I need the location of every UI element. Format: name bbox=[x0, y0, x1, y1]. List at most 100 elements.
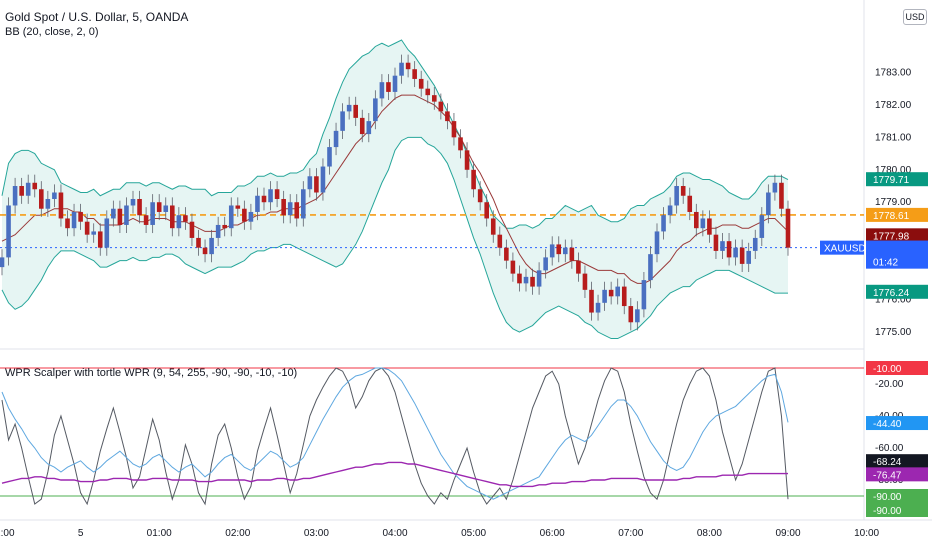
time-tick-label: 01:00 bbox=[147, 528, 172, 539]
candle-body bbox=[458, 137, 463, 151]
candle-body bbox=[772, 182, 778, 193]
time-tick-label: 03:00 bbox=[304, 528, 329, 539]
candle-body bbox=[97, 231, 103, 248]
candle-body bbox=[104, 218, 110, 248]
candle-body bbox=[183, 215, 188, 222]
candle-body bbox=[694, 211, 699, 229]
candle-body bbox=[163, 205, 169, 212]
candle-body bbox=[510, 260, 516, 274]
candle-body bbox=[412, 69, 417, 79]
candle-body bbox=[6, 205, 11, 258]
candle-body bbox=[294, 202, 300, 219]
candle-body bbox=[432, 95, 437, 102]
wpr-series-line bbox=[1, 367, 789, 500]
candle-body bbox=[353, 104, 358, 118]
candle-body bbox=[45, 198, 51, 209]
candle-body bbox=[176, 215, 182, 229]
candle-body bbox=[746, 250, 751, 264]
candle-body bbox=[242, 208, 247, 222]
candle-body bbox=[52, 192, 57, 199]
time-tick-label: 04:00 bbox=[382, 528, 407, 539]
candle-body bbox=[438, 101, 444, 112]
wpr-tag-label: -68.24 bbox=[873, 457, 902, 468]
candle-body bbox=[517, 273, 522, 284]
candle-body bbox=[307, 176, 313, 190]
candle-body bbox=[425, 88, 431, 96]
candle-body bbox=[189, 221, 195, 238]
candle-body bbox=[281, 198, 286, 216]
time-tick-label: 05:00 bbox=[461, 528, 486, 539]
candle-body bbox=[445, 111, 450, 122]
candle-body bbox=[477, 189, 483, 203]
price-tag-label: 1779.71 bbox=[873, 175, 910, 186]
candle-body bbox=[674, 186, 679, 206]
wpr-tick-label: -60.00 bbox=[875, 443, 904, 454]
candle-body bbox=[654, 231, 660, 255]
candle-body bbox=[635, 309, 640, 323]
candle-body bbox=[490, 218, 496, 235]
candle-body bbox=[569, 247, 575, 261]
wpr-tick-label: -20.00 bbox=[875, 379, 904, 390]
candle-body bbox=[556, 244, 562, 255]
candle-body bbox=[785, 208, 791, 248]
wpr-tag-label: -76.47 bbox=[873, 470, 902, 481]
candle-body bbox=[582, 273, 588, 290]
candle-body bbox=[39, 189, 44, 209]
candle-body bbox=[340, 111, 345, 131]
candle-body bbox=[628, 306, 634, 323]
candle-body bbox=[379, 82, 385, 99]
candle-body bbox=[235, 205, 241, 209]
symbol-tag-label: XAUUSD bbox=[824, 244, 866, 255]
candle-body bbox=[739, 247, 745, 264]
candle-body bbox=[209, 237, 214, 255]
candle-body bbox=[274, 189, 280, 199]
price-tick-label: 1782.00 bbox=[875, 100, 912, 111]
bb-indicator-label: BB (20, close, 2, 0) bbox=[5, 26, 99, 38]
time-tick-label: 22:00 bbox=[0, 528, 15, 539]
price-tag bbox=[866, 172, 928, 187]
candle-body bbox=[91, 231, 96, 235]
candle-body bbox=[287, 202, 293, 216]
bb-fill bbox=[2, 40, 788, 339]
candle-body bbox=[0, 257, 5, 268]
price-tick-label: 1781.00 bbox=[875, 132, 912, 143]
currency-button[interactable]: USD bbox=[903, 9, 927, 25]
candle-body bbox=[78, 211, 83, 222]
countdown-label: 01:42 bbox=[873, 258, 898, 269]
time-tick-label: 5 bbox=[78, 528, 84, 539]
candle-body bbox=[346, 104, 352, 112]
candle-body bbox=[497, 234, 503, 248]
candle-body bbox=[170, 205, 175, 229]
wpr-tag-label: -10.00 bbox=[873, 364, 902, 375]
candle-body bbox=[196, 237, 201, 248]
candle-body bbox=[589, 289, 594, 313]
candle-body bbox=[268, 189, 273, 203]
candle-body bbox=[733, 247, 738, 258]
candle-body bbox=[386, 82, 391, 92]
candle-body bbox=[19, 186, 24, 196]
candle-body bbox=[137, 198, 142, 216]
symbol-price-box bbox=[866, 240, 928, 269]
candle-body bbox=[726, 241, 732, 258]
candle-body bbox=[595, 302, 601, 313]
wpr-tag-label: -90.00 bbox=[873, 506, 902, 517]
symbol-title: Gold Spot / U.S. Dollar, 5, OANDA bbox=[5, 10, 189, 24]
price-tag bbox=[866, 284, 928, 299]
candle-body bbox=[301, 189, 306, 219]
candle-body bbox=[615, 286, 620, 297]
candle-body bbox=[12, 186, 18, 206]
candle-body bbox=[366, 121, 372, 135]
candle-body bbox=[215, 224, 221, 238]
candle-body bbox=[602, 289, 607, 303]
candle-body bbox=[314, 176, 319, 193]
candle-body bbox=[405, 62, 411, 70]
price-tag bbox=[866, 228, 928, 243]
time-tick-label: 10:00 bbox=[854, 528, 879, 539]
wpr-series-line bbox=[1, 461, 788, 488]
candle-body bbox=[261, 195, 267, 203]
candle-body bbox=[130, 198, 136, 206]
candle-body bbox=[779, 182, 784, 209]
candle-body bbox=[661, 215, 666, 232]
bb-lower-line bbox=[1, 136, 788, 340]
